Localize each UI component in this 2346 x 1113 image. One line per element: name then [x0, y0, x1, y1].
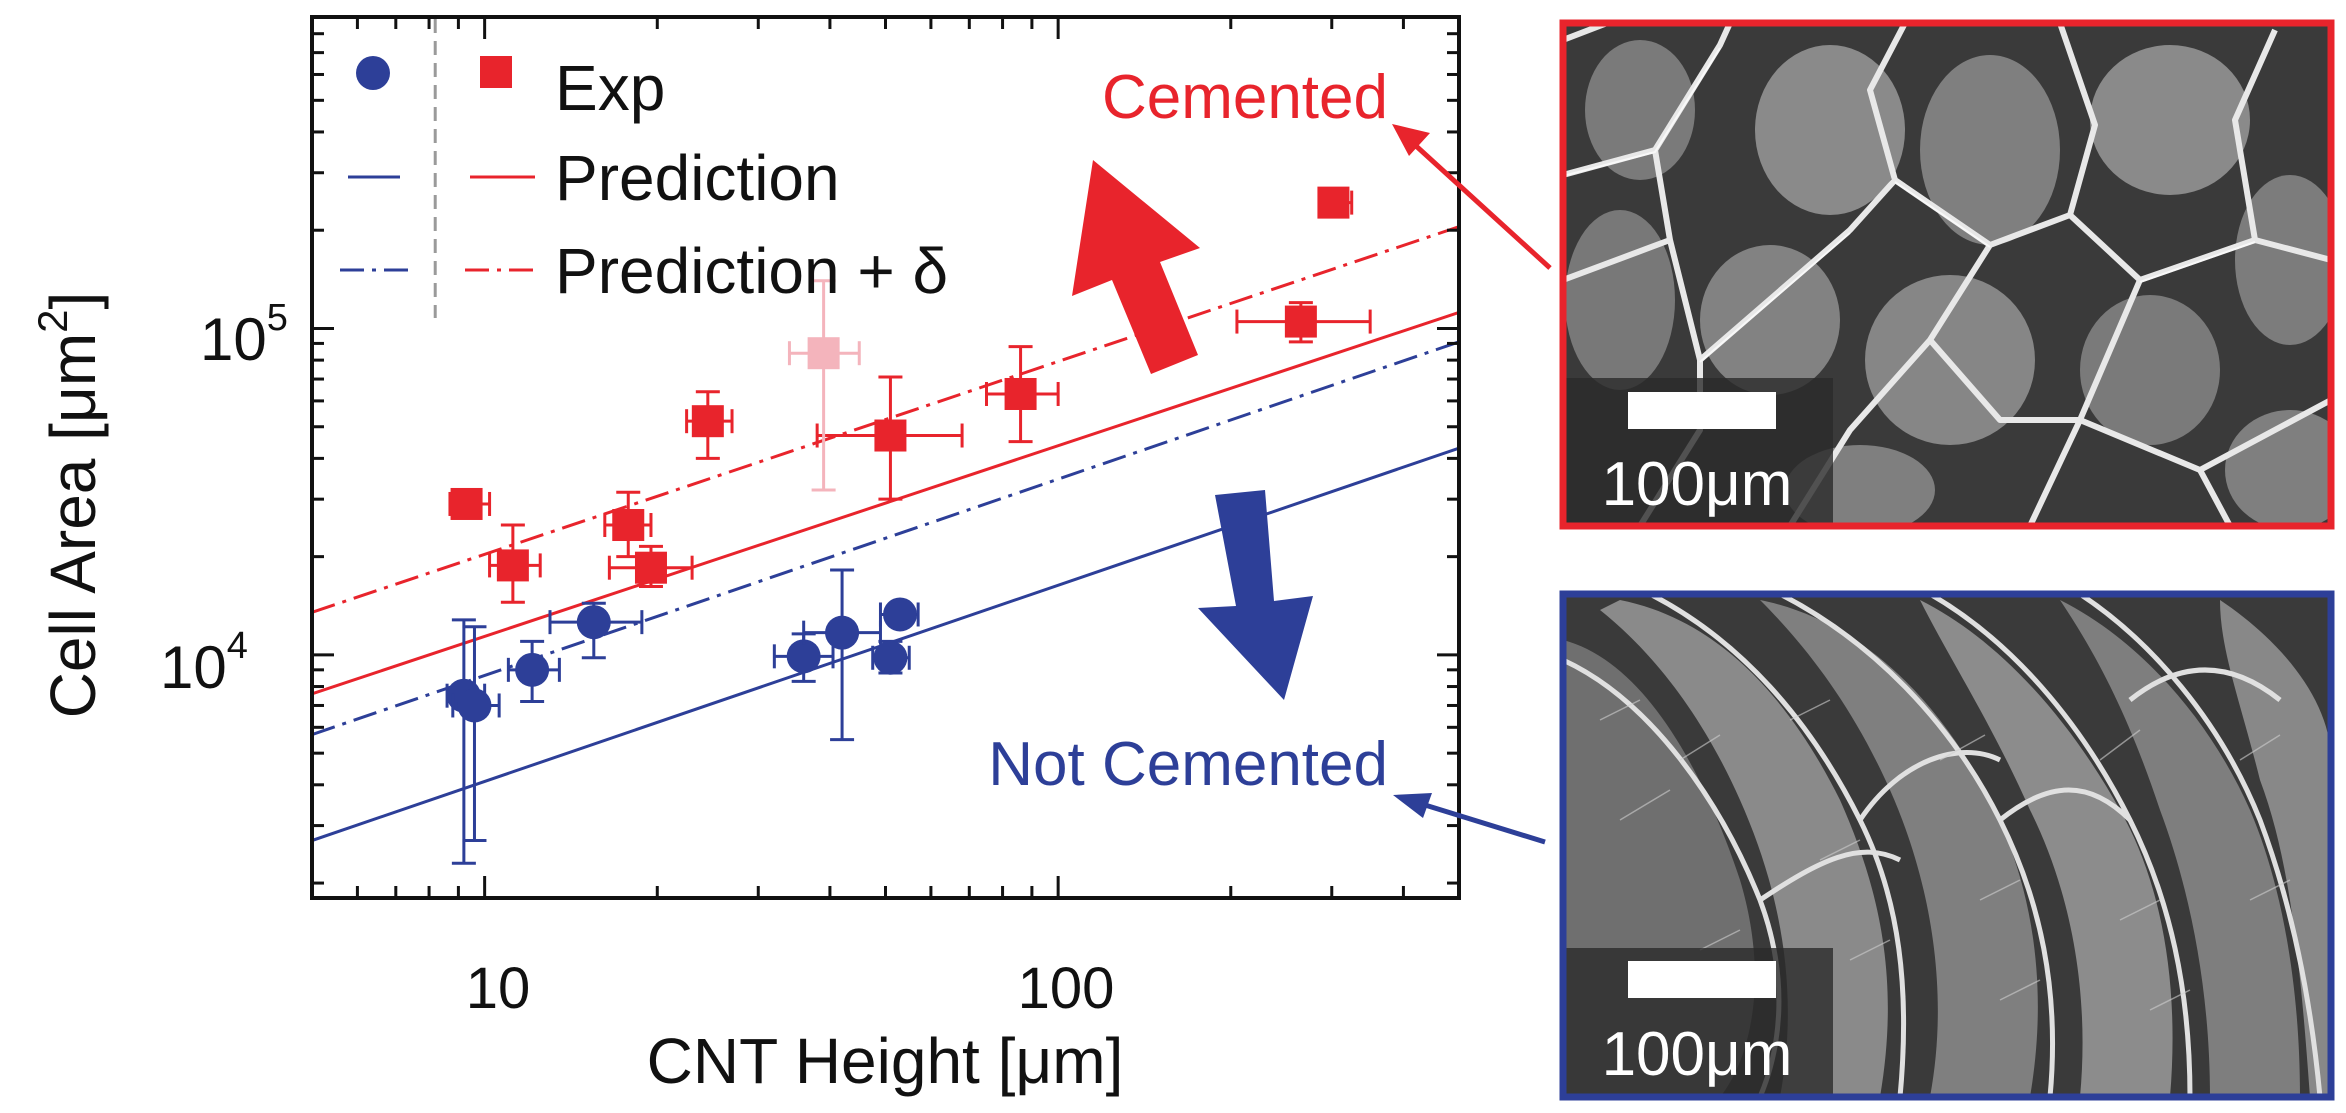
square-marker [1317, 186, 1350, 219]
circle-marker [825, 615, 860, 650]
point-cemented-0-7 [1235, 301, 1372, 344]
square-marker [874, 419, 907, 452]
legend-exp-label: Exp [555, 52, 665, 124]
prediction-line-solid-0 [312, 310, 1459, 696]
square-marker [496, 549, 529, 582]
circle-marker [457, 688, 492, 723]
square-marker [450, 487, 483, 520]
point-not-cemented-2-1 [451, 625, 501, 843]
prediction-line-dashdot-3 [312, 340, 1459, 737]
y-tick-label-1e5: 105 [200, 297, 288, 373]
x-tick-label-10: 10 [466, 956, 531, 1021]
circle-marker [515, 652, 550, 687]
not-cemented-pointer-line [1424, 802, 1546, 845]
x-axis-label: CNT Height [μm] [647, 1025, 1124, 1097]
point-cemented-0-5 [815, 375, 964, 501]
point-cemented-1-0 [787, 279, 861, 492]
square-marker [691, 405, 724, 438]
y-tick-label-1e4: 104 [160, 625, 248, 701]
scale-bar-label: 100μm [1602, 1020, 1793, 1089]
circle-marker [873, 640, 908, 675]
not-cemented-annotation: Not Cemented [988, 730, 1388, 799]
point-cemented-0-4 [685, 390, 734, 460]
cemented-annotation: Cemented [1102, 63, 1388, 132]
square-marker [634, 551, 667, 584]
sem-image-cemented: 100μm [1559, 19, 2335, 530]
point-not-cemented-2-6 [871, 639, 911, 675]
scale-bar-label: 100μm [1602, 450, 1793, 519]
scale-bar [1628, 961, 1776, 998]
y-axis-label: Cell Area [μm2] [29, 292, 109, 719]
sem-cemented-border [1559, 19, 2335, 530]
cemented-pointer-head [1392, 124, 1430, 156]
sem-not-cemented-border [1559, 590, 2335, 1101]
legend: Exp Prediction Prediction + δ [340, 52, 948, 307]
circle-marker [883, 597, 918, 632]
data-points [445, 186, 1372, 865]
down-arrow [1198, 490, 1313, 700]
point-cemented-0-8 [1317, 186, 1354, 219]
cemented-pointer-line [1413, 143, 1552, 270]
point-not-cemented-2-7 [878, 597, 920, 632]
point-not-cemented-2-3 [548, 601, 644, 660]
square-marker [807, 337, 840, 370]
legend-prediction-label: Prediction [555, 142, 840, 214]
scale-bar [1628, 392, 1776, 429]
legend-prediction-delta-label: Prediction + δ [555, 235, 948, 307]
circle-marker [786, 639, 821, 674]
point-cemented-0-0 [448, 487, 492, 520]
point-not-cemented-2-0 [445, 618, 487, 865]
point-cemented-0-3 [607, 544, 694, 589]
circle-marker [576, 605, 611, 640]
legend-marker-circle [356, 56, 390, 90]
sem-image-not-cemented: 100μm [1559, 590, 2335, 1101]
square-marker [1284, 305, 1317, 338]
point-not-cemented-2-2 [506, 639, 561, 703]
square-marker [612, 509, 645, 542]
point-cemented-0-6 [984, 345, 1060, 444]
square-marker [1004, 377, 1037, 410]
x-tick-label-100: 100 [1018, 956, 1115, 1021]
legend-marker-square [480, 56, 512, 88]
sem-cemented-texture [1563, 23, 2331, 526]
not-cemented-pointer-head [1393, 793, 1432, 818]
point-cemented-0-1 [488, 523, 542, 604]
up-arrow [1072, 160, 1200, 374]
axis-ticks [310, 15, 1461, 898]
